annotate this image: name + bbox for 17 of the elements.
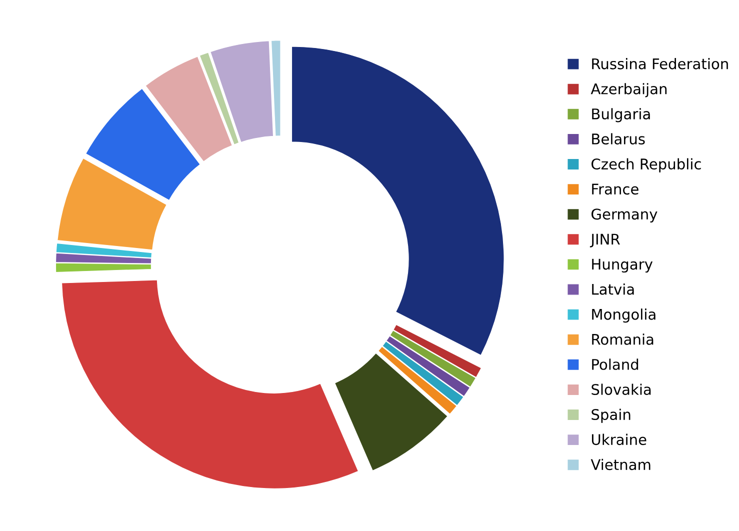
legend-label: Germany	[592, 208, 658, 222]
legend-label: France	[592, 184, 638, 195]
legend-label: Slovakia	[592, 384, 651, 395]
legend-label: Czech Republic	[592, 158, 701, 172]
legend-label: Spain	[592, 408, 630, 423]
legend-label: Belarus	[592, 133, 645, 144]
legend-label: Hungary	[592, 258, 653, 273]
legend-label: Poland	[592, 358, 638, 370]
legend-label: JINR	[590, 234, 620, 248]
legend-label: Romania	[592, 334, 654, 345]
legend-label: Azerbaijan	[590, 83, 667, 98]
legend-label: Russina Federation	[592, 58, 728, 70]
legend-label: Mongolia	[592, 308, 656, 323]
legend-label: Vietnam	[590, 458, 650, 470]
legend-label: Bulgaria	[592, 108, 650, 122]
legend-label: Latvia	[592, 283, 634, 295]
legend-label: Ukraine	[592, 434, 646, 446]
